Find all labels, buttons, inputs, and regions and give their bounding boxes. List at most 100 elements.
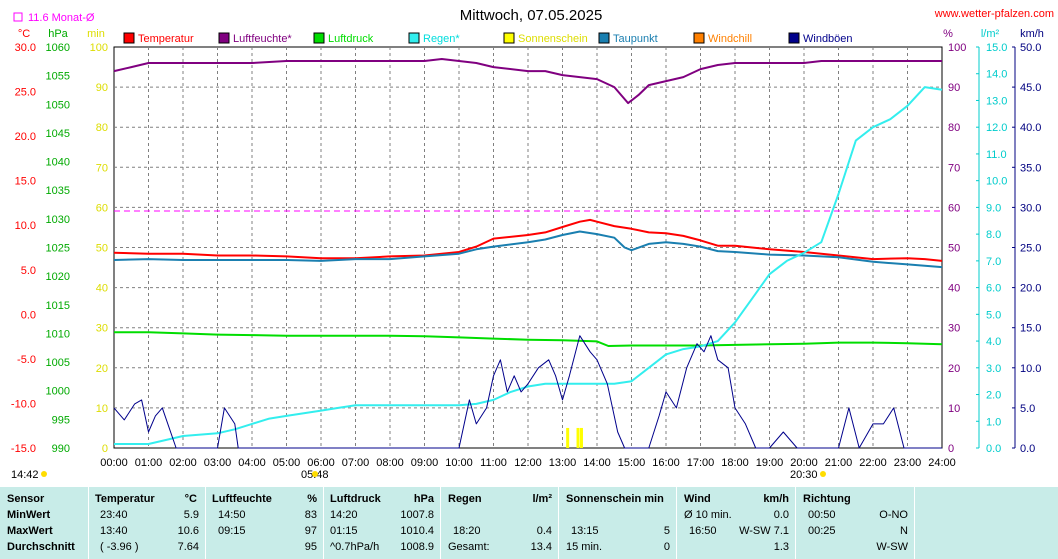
stats-col-humidity: Luftfeuchte % 14:50 83 09:15 97 95	[206, 487, 324, 559]
stats-row-label: MinWert	[7, 509, 51, 521]
x-tick-label: 09:00	[411, 457, 439, 469]
sunshine-tick-label: 40	[96, 283, 108, 295]
stats-pres-max: 1010.4	[400, 525, 434, 537]
wind-tick-label: 35.0	[1020, 162, 1041, 174]
rain-tick-label: 7.0	[986, 256, 1001, 268]
temperature-tick-label: 30.0	[15, 42, 36, 54]
humidity-tick-label: 100	[948, 42, 966, 54]
stats-sun-interval: 15 min.	[566, 541, 603, 553]
sunshine-tick-label: 0	[102, 443, 108, 455]
pressure-tick-label: 1050	[46, 99, 70, 111]
pressure-tick-label: 1015	[46, 300, 70, 312]
rain-tick-label: 11.0	[986, 149, 1007, 161]
stats-sun-max: 5	[663, 525, 670, 537]
chart-title: Mittwoch, 07.05.2025	[460, 7, 603, 24]
x-tick-label: 17:00	[687, 457, 715, 469]
rain-tick-label: 1.0	[986, 416, 1001, 428]
x-tick-label: 01:00	[135, 457, 163, 469]
stats-col-sunshine: Sonnenschein min 13:15 5 15 min. 0	[559, 487, 677, 559]
x-tick-label: 14:00	[583, 457, 611, 469]
legend-label: Windböen	[803, 33, 853, 45]
stats-unit-humidity: %	[307, 493, 317, 505]
x-tick-label: 19:00	[756, 457, 784, 469]
sunshine-tick-label: 100	[90, 42, 108, 54]
axis-unit-label: hPa	[48, 28, 68, 40]
axis-unit-label: min	[87, 28, 105, 40]
temperature-tick-label: 20.0	[15, 131, 36, 143]
stats-unit-rain: l/m²	[532, 493, 552, 505]
legend-swatch	[408, 32, 420, 44]
stats-unit-wind: km/h	[763, 493, 789, 505]
humidity-tick-label: 90	[948, 82, 960, 94]
stats-header-rain: Regen	[448, 493, 482, 505]
stats-wind-min: 0.0	[773, 509, 789, 521]
stats-header-humidity: Luftfeuchte	[212, 493, 272, 505]
legend-label: Luftfeuchte*	[233, 33, 292, 45]
rain-tick-label: 3.0	[986, 363, 1001, 375]
stats-dir-max-time: 00:25	[808, 525, 836, 537]
humidity-tick-label: 10	[948, 403, 960, 415]
pressure-tick-label: 1055	[46, 71, 70, 83]
stats-hum-max-time: 09:15	[218, 525, 246, 537]
statistics-table: Sensor MinWert MaxWert Durchschnitt Temp…	[0, 487, 1058, 559]
legend-swatch	[788, 32, 800, 44]
wind-tick-label: 15.0	[1020, 323, 1041, 335]
stats-wind-avg: 1.3	[773, 541, 789, 553]
axis-unit-label: °C	[18, 28, 30, 40]
legend-swatch	[313, 32, 325, 44]
x-tick-label: 02:00	[169, 457, 197, 469]
wind-tick-label: 50.0	[1020, 42, 1041, 54]
x-tick-label: 20:00	[790, 457, 818, 469]
x-tick-label: 16:00	[652, 457, 680, 469]
rain-tick-label: 15.0	[986, 42, 1007, 54]
stats-col-pressure: Luftdruck hPa 14:20 1007.8 01:15 1010.4 …	[324, 487, 441, 559]
station-time-icon	[41, 471, 47, 477]
series-line-luftdruck	[114, 331, 943, 347]
x-tick-label: 08:00	[376, 457, 404, 469]
stats-row-label: MaxWert	[7, 525, 53, 537]
temperature-tick-label: -10.0	[11, 398, 36, 410]
stats-unit-temperature: °C	[184, 493, 197, 505]
wind-tick-label: 20.0	[1020, 283, 1041, 295]
site-link[interactable]: www.wetter-pfalzen.com	[934, 8, 1054, 20]
x-tick-label: 15:00	[618, 457, 646, 469]
temperature-tick-label: 10.0	[15, 220, 36, 232]
wind-tick-label: 5.0	[1020, 403, 1035, 415]
pressure-tick-label: 1035	[46, 185, 70, 197]
x-tick-label: 23:00	[894, 457, 922, 469]
humidity-tick-label: 0	[948, 443, 954, 455]
legend-label: Regen*	[423, 33, 460, 45]
stats-temp-avg-note: ( -3.96 )	[100, 541, 139, 553]
rain-tick-label: 2.0	[986, 390, 1001, 402]
legend-label: Temperatur	[138, 33, 194, 45]
pressure-tick-label: 995	[52, 414, 70, 426]
series-line-temperatur	[113, 218, 943, 262]
sunshine-tick-label: 10	[96, 403, 108, 415]
sunshine-tick-label: 80	[96, 122, 108, 134]
stats-row-label: Durchschnitt	[7, 541, 75, 553]
sunshine-tick-label: 30	[96, 323, 108, 335]
temperature-tick-label: 15.0	[15, 176, 36, 188]
rain-tick-label: 4.0	[986, 336, 1001, 348]
weather-chart: Mittwoch, 07.05.2025 www.wetter-pfalzen.…	[11, 7, 1054, 481]
rain-tick-label: 10.0	[986, 176, 1007, 188]
stats-hum-avg: 95	[304, 541, 317, 553]
stats-dir-max: N	[900, 525, 908, 537]
stats-col-wind: Wind km/h Ø 10 min. 0.0 16:50 W-SW 7.1 1…	[677, 487, 796, 559]
pressure-tick-label: 1045	[46, 128, 70, 140]
humidity-tick-label: 40	[948, 283, 960, 295]
stats-wind-min-note: Ø 10 min.	[684, 509, 732, 521]
stats-header-temperature: Temperatur	[95, 493, 155, 505]
temperature-tick-label: 0.0	[21, 309, 36, 321]
x-tick-label: 24:00	[928, 457, 956, 469]
sunset-icon	[820, 471, 826, 477]
sunrise-icon	[312, 471, 318, 477]
station-time: 14:42	[11, 469, 39, 481]
x-tick-label: 21:00	[825, 457, 853, 469]
pressure-tick-label: 1000	[46, 386, 70, 398]
stats-unit-pressure: hPa	[413, 493, 434, 505]
series-line-luftfeuchte	[113, 58, 942, 105]
stats-wind-max-time: 16:50	[689, 525, 717, 537]
stats-temp-min: 5.9	[183, 509, 199, 521]
sunset-time: 20:30	[790, 469, 818, 481]
